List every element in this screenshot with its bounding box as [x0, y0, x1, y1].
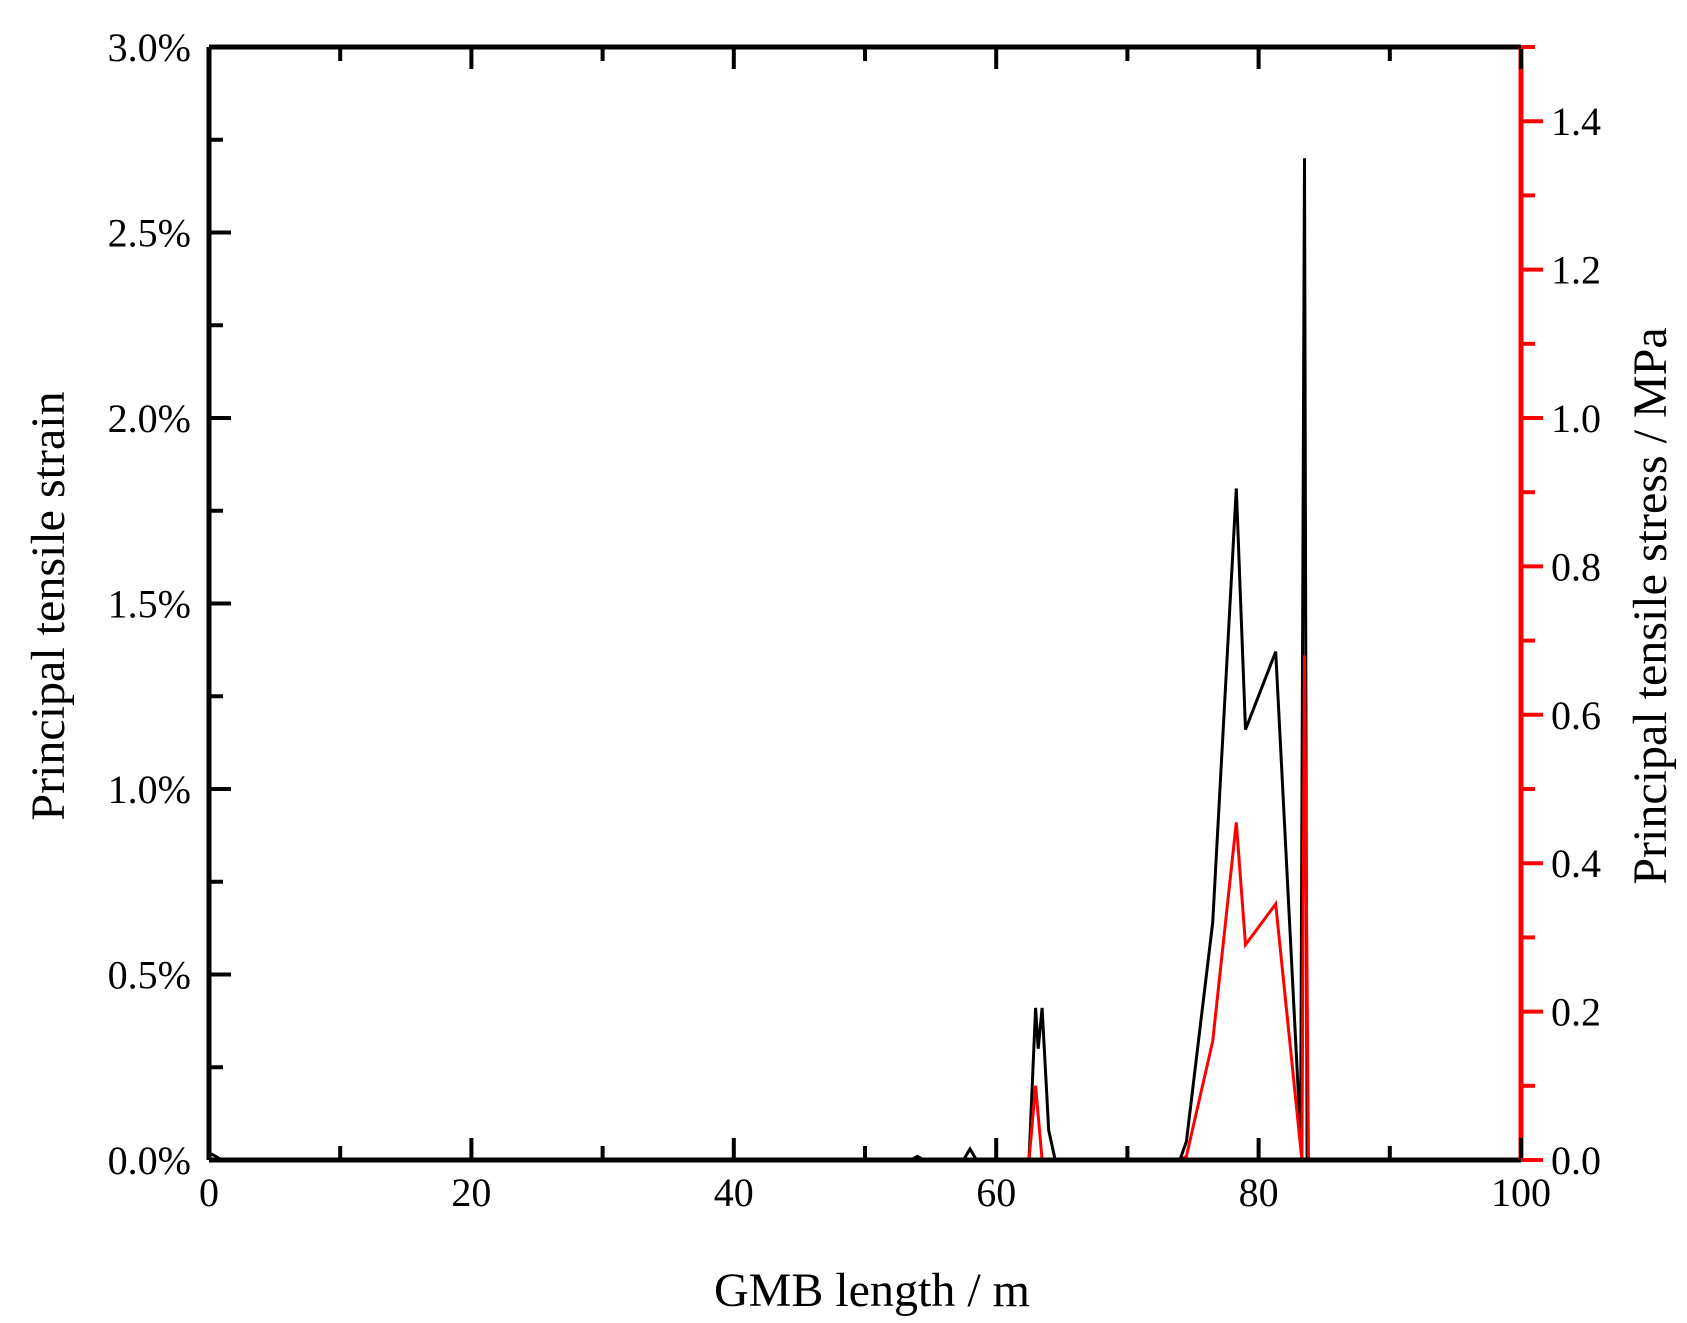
axes-layer: 0 20 40 60 80 100 0.0% 0.5% 1.0% 1.5% 2.0% 2.5% 3.0%…	[108, 25, 1601, 1215]
y-left-tick-label: 0.5%	[108, 953, 191, 998]
y-right-tick-label: 1.2	[1551, 248, 1601, 293]
x-tick-label: 40	[714, 1170, 754, 1215]
y-right-axis-title: Principal tensile stress / MPa	[1624, 327, 1677, 884]
y-right-tick-label: 0.6	[1551, 693, 1601, 738]
y-left-axis-title: Principal tensile strain	[22, 391, 75, 820]
y-left-tick-label: 1.0%	[108, 767, 191, 812]
y-left-tick-label: 0.0%	[108, 1138, 191, 1183]
y-right-tick-label: 1.0	[1551, 396, 1601, 441]
y-left-tick-label: 2.5%	[108, 211, 191, 256]
x-tick-label: 60	[976, 1170, 1016, 1215]
y-right-tick-label: 0.0	[1551, 1138, 1601, 1183]
y-right-tick-label: 0.2	[1551, 990, 1601, 1035]
x-tick-label: 20	[451, 1170, 491, 1215]
y-right-tick-label: 0.8	[1551, 544, 1601, 589]
y-left-tick-label: 3.0%	[108, 25, 191, 70]
x-tick-label: 100	[1491, 1170, 1551, 1215]
y-right-tick-label: 0.4	[1551, 841, 1601, 886]
y-left-tick-label: 2.0%	[108, 396, 191, 441]
x-axis-title: GMB length / m	[714, 1264, 1030, 1317]
x-tick-label: 0	[199, 1170, 219, 1215]
y-right-tick-label: 1.4	[1551, 99, 1601, 144]
y-left-tick-label: 1.5%	[108, 582, 191, 627]
x-tick-label: 80	[1239, 1170, 1279, 1215]
